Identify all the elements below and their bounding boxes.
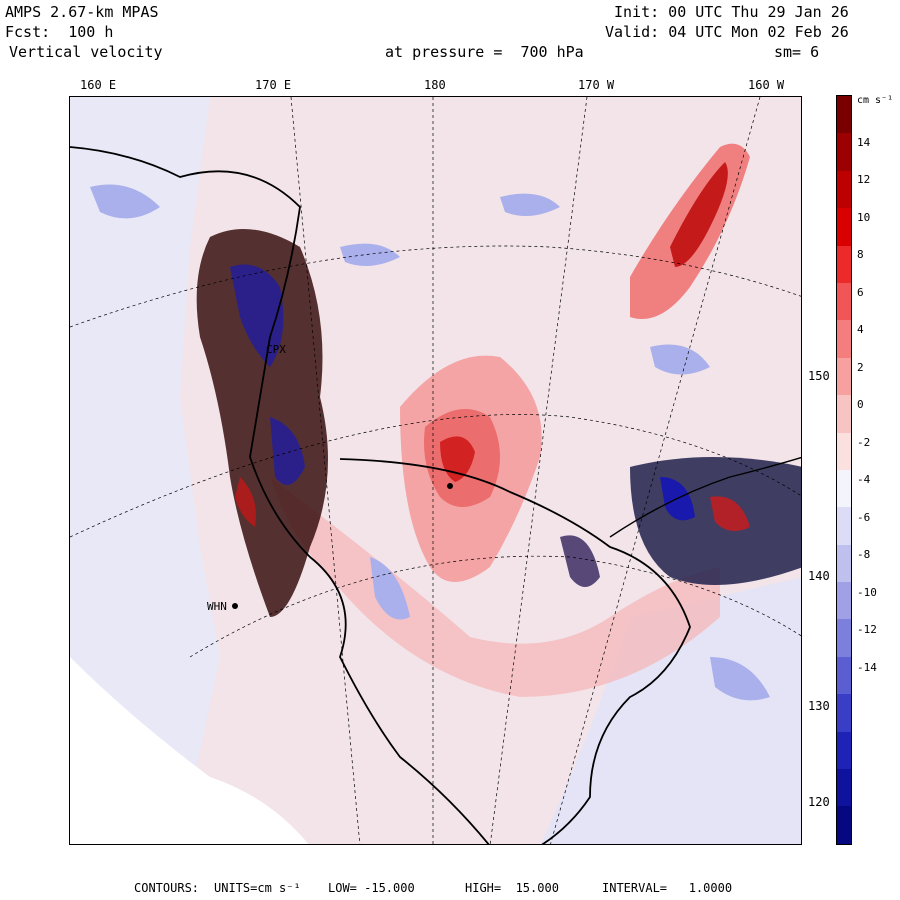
missing-data-region (70, 657, 309, 844)
colorbar-swatch (837, 320, 851, 358)
colorbar-swatch (837, 170, 851, 209)
colorbar-swatch (837, 769, 851, 807)
colorbar-tick-label: 12 (857, 173, 871, 186)
colorbar-tick-label: 8 (857, 248, 864, 261)
station-label-whn: WHN (207, 600, 227, 613)
model-title: AMPS 2.67-km MPAS (5, 3, 159, 21)
colorbar-swatch (837, 806, 851, 844)
colorbar-units: cm s⁻¹ (857, 95, 894, 106)
forecast-hour: Fcst: 100 h (5, 23, 114, 41)
colorbar-tick-label: 6 (857, 285, 864, 299)
colorbar-tick-label: -10 (857, 585, 877, 599)
valid-time: Valid: 04 UTC Mon 02 Feb 26 (605, 23, 849, 41)
lon-label-180: 180 (424, 78, 446, 92)
smoothing-label: sm= 6 (774, 43, 820, 61)
updraft-patch-1 (235, 477, 256, 527)
colorbar-swatch (837, 133, 851, 171)
parallel-mid (70, 414, 801, 538)
footer-low: LOW= -15.000 (328, 881, 415, 895)
updraft-patch-2 (710, 496, 750, 531)
colorbar-swatch (837, 208, 851, 246)
colorbar-swatch (837, 432, 851, 470)
blue-streak-6 (710, 657, 770, 701)
colorbar-tick-label: -2 (857, 435, 871, 449)
parallel-south (189, 555, 801, 658)
field-name: Vertical velocity (9, 43, 163, 61)
southern-wave-patch (560, 535, 600, 587)
subsidence-region-east (540, 577, 801, 844)
parallel-north (70, 245, 801, 328)
colorbar-swatch (837, 469, 851, 508)
footer-contours-label: CONTOURS: (134, 881, 200, 895)
coastline-east (609, 456, 801, 538)
lon-label-170w: 170 W (578, 78, 615, 92)
init-time: Init: 00 UTC Thu 29 Jan 26 (614, 3, 849, 21)
colorbar-swatch (837, 395, 851, 433)
graticule (70, 97, 801, 844)
colorbar (836, 95, 852, 845)
colorbar-swatch (837, 245, 851, 283)
meridian-170e (290, 97, 361, 844)
coastline-west (70, 146, 490, 844)
colorbar-tick-label: -6 (857, 510, 871, 524)
colorbar-swatch (837, 582, 851, 620)
pressure-level: at pressure = 700 hPa (385, 43, 584, 61)
station-label-cpx: CPX (266, 343, 286, 356)
lon-label-160e: 160 E (80, 78, 117, 92)
colorbar-swatch (837, 96, 851, 134)
station-dot-whn (232, 603, 238, 609)
colorbar-tick-label: -8 (857, 548, 871, 561)
colorbar-tick-label: 4 (857, 323, 864, 336)
colorbar-swatch (837, 731, 851, 770)
colorbar-swatch (837, 656, 851, 695)
colorbar-swatch (837, 544, 851, 583)
blue-streak-1 (90, 184, 160, 219)
mountain-wave-cluster (196, 229, 328, 617)
footer-interval: INTERVAL= 1.0000 (602, 881, 733, 895)
colorbar-tick-label: -12 (857, 623, 877, 636)
meridian-160w (550, 97, 761, 844)
blue-streak-2 (340, 243, 400, 266)
colorbar-swatch (837, 619, 851, 657)
lon-label-160w: 160 W (748, 78, 785, 92)
colorbar-tick-label: 0 (857, 398, 864, 411)
colorbar-tick-label: 2 (857, 360, 864, 374)
blue-streak-5 (370, 557, 410, 620)
lon-label-170e: 170 E (255, 78, 292, 92)
subsidence-region-west (70, 97, 220, 797)
footer-units: UNITS=cm s⁻¹ (214, 881, 301, 895)
colorbar-tick-label: -4 (857, 473, 871, 486)
colorbar-swatch (837, 507, 851, 545)
station-dot-central (447, 483, 453, 489)
colorbar-tick-label: -14 (857, 660, 877, 674)
colorbar-swatch (837, 357, 851, 396)
colorbar-swatch (837, 282, 851, 321)
colorbar-swatch (837, 694, 851, 732)
ascent-streak-core (670, 162, 728, 267)
colorbar-tick-label: 14 (857, 135, 871, 149)
footer-high: HIGH= 15.000 (465, 881, 559, 895)
blue-streak-3 (500, 193, 560, 216)
downdraft-patch-2 (270, 417, 305, 485)
colorbar-tick-label: 10 (857, 210, 871, 224)
vertical-velocity-map: WHN CPX (69, 96, 802, 845)
ice-shelf-front (339, 458, 691, 844)
map-canvas (70, 97, 801, 844)
blue-streak-4 (650, 344, 710, 375)
